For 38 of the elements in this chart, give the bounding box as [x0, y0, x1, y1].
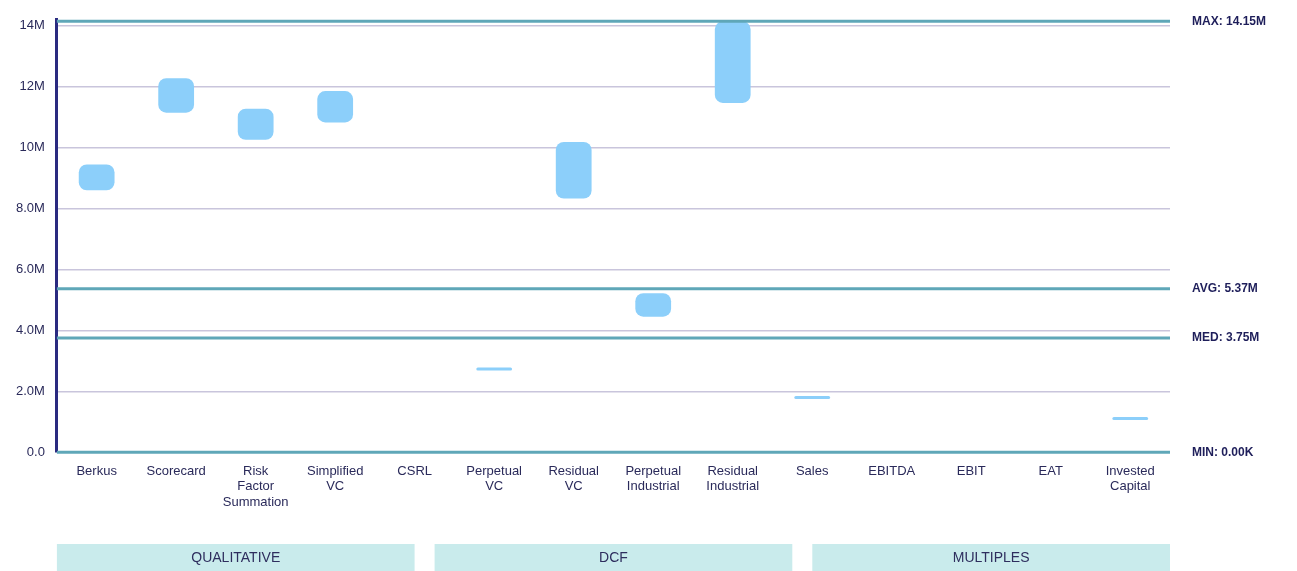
bar — [78, 164, 115, 191]
y-tick-label: 2.0M — [15, 382, 45, 398]
x-tick-label: Berkus — [76, 462, 118, 478]
bar — [794, 395, 831, 399]
bar — [317, 91, 354, 123]
y-tick-label: 0.0 — [26, 443, 45, 459]
x-tick-label: Residual VC — [548, 462, 600, 494]
bar — [158, 78, 195, 113]
ref-line-label: AVG: 5.37M — [1192, 280, 1258, 295]
x-tick-label: Residual Industrial — [706, 462, 760, 494]
y-tick-label: 10M — [19, 139, 45, 155]
x-tick-label: Sales — [795, 462, 829, 478]
x-tick-label: EBIT — [956, 462, 986, 478]
y-tick-label: 6.0M — [15, 261, 45, 277]
ref-line-label: MED: 3.75M — [1192, 330, 1260, 345]
text: DCF — [599, 548, 628, 565]
x-tick-label: EAT — [1038, 462, 1063, 478]
x-tick-label: Risk Factor Summation — [222, 462, 289, 509]
bar — [555, 141, 592, 199]
ref-line-label: MIN: 0.00K — [1192, 444, 1254, 459]
bar — [1112, 416, 1149, 420]
y-tick-label: 14M — [19, 17, 45, 33]
y-tick-label: 12M — [19, 78, 45, 94]
y-tick-label: 4.0M — [15, 321, 45, 337]
x-tick-label: Perpetual Industrial — [625, 462, 682, 494]
x-tick-label: Invested Capital — [1105, 462, 1155, 494]
bar — [237, 108, 274, 140]
x-tick-label: Simplified VC — [307, 462, 364, 494]
y-tick-label: 8.0M — [15, 200, 45, 216]
bar — [476, 367, 513, 371]
x-tick-label: Scorecard — [146, 462, 206, 478]
ref-line-label: MAX: 14.15M — [1192, 13, 1267, 28]
text: MULTIPLES — [952, 548, 1030, 565]
text: QUALITATIVE — [191, 548, 281, 565]
x-tick-label: Perpetual VC — [466, 462, 523, 494]
bar — [714, 21, 751, 103]
x-tick-label: EBITDA — [868, 462, 916, 478]
x-tick-label: CSRL — [397, 462, 433, 478]
